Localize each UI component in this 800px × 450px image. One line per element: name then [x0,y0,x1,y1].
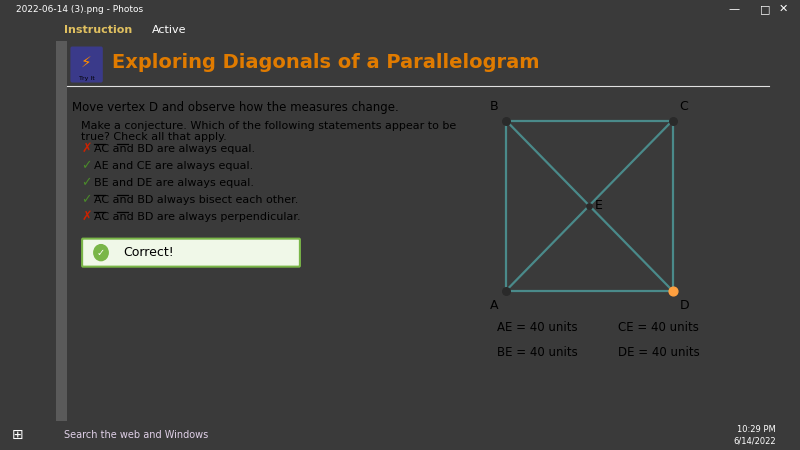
Text: ✓: ✓ [82,193,92,206]
Text: AC and BD always bisect each other.: AC and BD always bisect each other. [94,194,298,205]
Text: ✓: ✓ [97,248,105,258]
Text: AE and CE are always equal.: AE and CE are always equal. [94,161,253,171]
Text: ⊞: ⊞ [12,428,24,442]
Text: BE = 40 units: BE = 40 units [497,346,578,359]
Point [666,287,679,294]
Text: A: A [490,299,499,312]
Circle shape [94,245,108,261]
Text: D: D [680,299,690,312]
Text: 6/14/2022: 6/14/2022 [734,436,776,446]
Point [666,117,679,124]
FancyBboxPatch shape [70,46,102,82]
Text: —: — [728,4,739,14]
Point [499,117,513,124]
Text: BE and DE are always equal.: BE and DE are always equal. [94,178,254,188]
Text: □: □ [760,4,770,14]
Point [583,202,596,209]
Text: B: B [490,99,499,112]
Text: ✕: ✕ [778,4,788,14]
FancyBboxPatch shape [82,238,300,267]
Text: AC and BD are always perpendicular.: AC and BD are always perpendicular. [94,212,301,221]
Text: 10:29 PM: 10:29 PM [738,425,776,434]
Text: ✗: ✗ [82,142,92,155]
Text: Move vertex D and observe how the measures change.: Move vertex D and observe how the measur… [72,100,399,113]
Text: Try It: Try It [78,76,94,81]
Text: Instruction: Instruction [64,25,132,36]
Text: Active: Active [152,25,186,36]
Text: Exploring Diagonals of a Parallelogram: Exploring Diagonals of a Parallelogram [112,53,539,72]
Text: ✗: ✗ [82,210,92,223]
Text: ✓: ✓ [82,159,92,172]
Point [499,287,513,294]
Text: ⚡: ⚡ [82,55,92,70]
Text: Correct!: Correct! [123,246,174,259]
Text: Make a conjecture. Which of the following statements appear to be
true? Check al: Make a conjecture. Which of the followin… [82,121,457,142]
Text: CE = 40 units: CE = 40 units [618,321,699,334]
Text: E: E [594,199,602,212]
Bar [56,40,67,421]
Text: AE = 40 units: AE = 40 units [497,321,578,334]
Text: Search the web and Windows: Search the web and Windows [64,430,208,441]
Text: 2022-06-14 (3).png - Photos: 2022-06-14 (3).png - Photos [16,4,143,13]
Text: DE = 40 units: DE = 40 units [618,346,700,359]
Text: AC and BD are always equal.: AC and BD are always equal. [94,144,255,153]
Text: C: C [680,99,689,112]
Text: ✓: ✓ [82,176,92,189]
